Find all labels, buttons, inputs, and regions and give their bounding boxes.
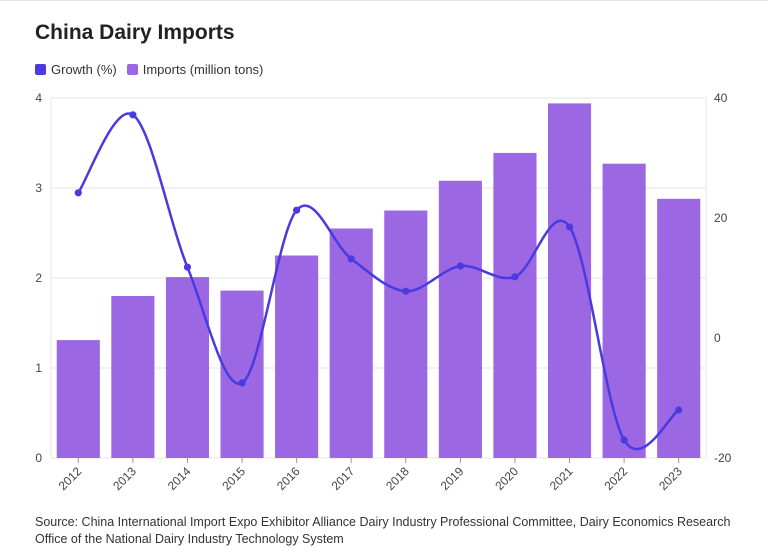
source-note: Source: China International Import Expo …: [35, 515, 731, 546]
bar-2013: [111, 296, 155, 458]
legend-item-growth[interactable]: Growth (%): [35, 62, 117, 77]
legend-label-growth: Growth (%): [51, 62, 117, 77]
grid-layer: [50, 97, 707, 459]
bar-2020: [493, 152, 537, 458]
chart-title: China Dairy Imports: [35, 21, 235, 44]
bar-2016: [275, 255, 319, 458]
legend-swatch-growth: [35, 64, 46, 75]
growth-point-2017: [347, 255, 355, 263]
growth-point-2016: [293, 206, 301, 214]
x-tick-label-2012: 2012: [56, 464, 85, 493]
x-tick-label-2021: 2021: [547, 464, 576, 493]
x-tick-label-2018: 2018: [383, 464, 412, 493]
line-layer: [74, 111, 683, 451]
x-tick-label-2020: 2020: [492, 464, 521, 493]
growth-point-2020: [511, 273, 519, 281]
bar-2022: [602, 163, 646, 458]
x-tick-label-2014: 2014: [165, 464, 194, 493]
legend-swatch-imports: [126, 64, 138, 75]
bar-2023: [657, 198, 701, 459]
bar-2014: [165, 277, 210, 458]
bar-2019: [438, 180, 482, 459]
bar-2018: [384, 210, 428, 458]
growth-point-2022: [620, 436, 628, 444]
y-left-tick-label: 1: [35, 361, 42, 375]
growth-point-2012: [74, 189, 82, 197]
y-left-tick-label: 0: [35, 451, 42, 465]
x-tick-label-2022: 2022: [601, 464, 630, 493]
bar-layer: [56, 103, 701, 459]
bar-2021: [547, 103, 592, 459]
bar-2012: [56, 340, 100, 458]
x-tick-label-2013: 2013: [110, 464, 139, 493]
y-right-tick-label: 0: [714, 331, 721, 345]
growth-point-2021: [565, 223, 574, 231]
x-tick-label-2015: 2015: [219, 464, 248, 493]
y-right-tick-label: -20: [714, 451, 732, 465]
bar-2017: [329, 228, 373, 458]
growth-point-2015: [238, 379, 246, 387]
legend: Growth (%) Imports (million tons): [35, 62, 273, 77]
growth-line: [77, 112, 680, 451]
y-left-tick-label: 4: [35, 91, 42, 105]
y-right-tick-label: 20: [714, 211, 728, 225]
legend-label-imports: Imports (million tons): [142, 62, 264, 77]
y-left-tick-label: 2: [35, 271, 42, 285]
top-divider: [0, 0, 768, 1]
y-right-tick-label: 40: [714, 91, 728, 105]
legend-item-imports[interactable]: Imports (million tons): [126, 62, 264, 77]
growth-point-2013: [129, 111, 137, 119]
x-tick-label-2017: 2017: [329, 464, 358, 493]
growth-point-2023: [675, 406, 683, 414]
x-tick-label-2019: 2019: [438, 464, 467, 493]
growth-point-2018: [402, 287, 410, 295]
growth-point-2019: [456, 262, 464, 270]
growth-point-2014: [183, 263, 192, 271]
x-tick-label-2023: 2023: [656, 464, 685, 493]
y-left-tick-label: 3: [35, 181, 42, 195]
x-tick-label-2016: 2016: [274, 464, 303, 493]
